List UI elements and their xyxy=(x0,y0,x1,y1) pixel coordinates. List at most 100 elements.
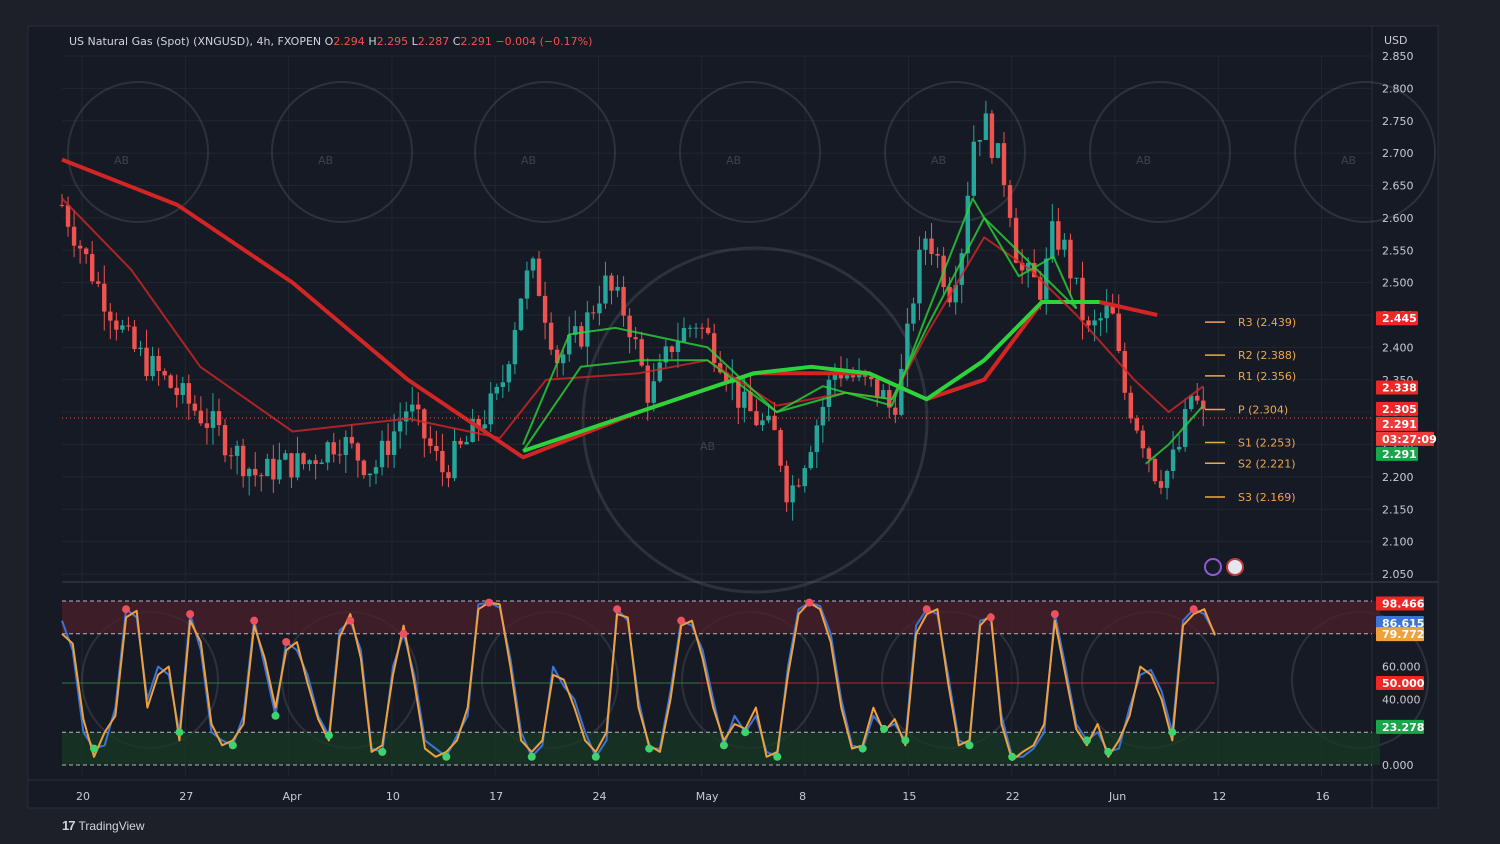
stochastic-cross-dot xyxy=(858,744,867,753)
candle xyxy=(850,375,856,378)
candle xyxy=(1013,217,1019,263)
candle xyxy=(905,323,910,369)
price-badge xyxy=(1376,431,1434,446)
candle xyxy=(585,312,590,347)
stochastic-badge-label: 79.772 xyxy=(1382,628,1424,641)
candle xyxy=(603,275,608,304)
stochastic-badge-label: 98.466 xyxy=(1382,598,1425,611)
price-tick-label: 2.600 xyxy=(1382,212,1414,225)
candle xyxy=(1031,262,1037,278)
candle xyxy=(150,355,155,377)
candle xyxy=(651,381,656,403)
moving-average-line xyxy=(61,197,1204,439)
candle xyxy=(162,371,167,376)
candle xyxy=(494,386,499,394)
candle xyxy=(560,354,566,364)
watermark-seal-icon xyxy=(474,81,616,223)
candle xyxy=(259,475,264,477)
candle xyxy=(609,275,614,291)
candle xyxy=(760,420,765,426)
candle xyxy=(59,204,65,206)
candle xyxy=(693,327,699,329)
us-flag-event-icon[interactable] xyxy=(1226,558,1244,576)
stochastic-badge-label: 23.278 xyxy=(1382,721,1424,734)
stochastic-tick-label: 60.000 xyxy=(1382,661,1421,674)
stochastic-cross-dot xyxy=(719,741,728,750)
stochastic-cross-dot xyxy=(645,744,654,753)
candle xyxy=(518,298,524,331)
candle xyxy=(778,430,783,466)
price-tick-label: 2.150 xyxy=(1382,503,1414,516)
candle xyxy=(144,347,149,377)
stochastic-line xyxy=(61,601,1216,762)
candle xyxy=(784,465,789,503)
candle xyxy=(748,391,753,412)
candle xyxy=(923,238,928,250)
candle xyxy=(397,421,403,432)
candle xyxy=(989,113,995,158)
legend-value: 2.287 xyxy=(418,35,453,48)
candle xyxy=(186,383,192,404)
tradingview-logo[interactable]: 17 TradingView xyxy=(62,818,145,833)
candle xyxy=(452,440,457,479)
candle xyxy=(222,425,228,456)
candle xyxy=(126,325,131,327)
candle xyxy=(711,333,717,364)
candle xyxy=(802,468,807,487)
candle xyxy=(1140,430,1146,449)
pivot-label: R3 (2.439) xyxy=(1238,316,1296,329)
watermark-text: AB xyxy=(114,154,129,167)
stochastic-cross-dot xyxy=(986,613,995,622)
stochastic-cross-dot xyxy=(1008,752,1017,761)
time-tick-label: 27 xyxy=(179,790,193,803)
candle xyxy=(367,473,373,476)
candle xyxy=(615,286,620,291)
candle xyxy=(1195,395,1200,401)
candle xyxy=(410,404,415,412)
candle xyxy=(1170,449,1176,471)
overbought-zone xyxy=(62,601,1380,634)
candle xyxy=(1182,409,1188,447)
stochastic-cross-dot xyxy=(1050,610,1059,619)
price-badge-label: 03:27:09 xyxy=(1382,433,1437,446)
price-badge-label: 2.305 xyxy=(1382,403,1417,416)
stochastic-badge xyxy=(1376,615,1424,630)
candle xyxy=(935,253,940,256)
candle xyxy=(240,445,246,477)
candle xyxy=(228,455,234,457)
watermark-seal-icon xyxy=(271,81,413,223)
candle xyxy=(736,377,741,408)
candle xyxy=(554,349,560,364)
price-tick-label: 2.750 xyxy=(1382,115,1414,128)
candle xyxy=(790,485,795,503)
candle xyxy=(385,440,391,455)
candle xyxy=(573,326,578,335)
price-tick-label: 2.050 xyxy=(1382,568,1414,581)
time-tick-label: 10 xyxy=(386,790,400,803)
candle xyxy=(379,440,385,468)
candle xyxy=(1056,221,1061,250)
candle xyxy=(796,485,801,487)
candle xyxy=(96,281,101,284)
watermark-seal-icon xyxy=(1089,81,1231,223)
candle xyxy=(1019,262,1025,271)
candle xyxy=(1086,320,1091,326)
candle xyxy=(1080,277,1085,321)
candles xyxy=(59,100,1206,521)
watermark-seal-icon xyxy=(581,246,929,594)
candle xyxy=(597,303,602,314)
candle xyxy=(874,379,880,398)
candle xyxy=(621,286,626,316)
candle xyxy=(265,458,270,477)
legend-value: L xyxy=(412,35,419,48)
candle xyxy=(77,245,83,249)
candle xyxy=(1146,448,1152,459)
legend-value: 2.295 xyxy=(377,35,412,48)
candle xyxy=(1068,239,1073,279)
candle xyxy=(180,383,185,396)
stochastic-cross-dot xyxy=(613,605,622,614)
lightning-event-icon[interactable] xyxy=(1204,558,1222,576)
price-badge-label: 2.445 xyxy=(1382,312,1417,325)
